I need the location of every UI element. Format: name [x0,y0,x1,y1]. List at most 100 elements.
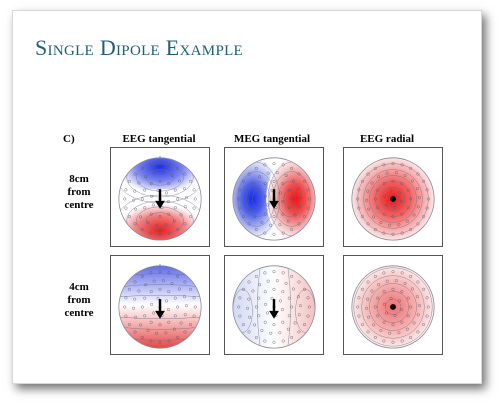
electrode-marker [376,314,380,318]
electrode-marker [306,188,310,192]
map-meg-tangential-8cm [224,147,324,247]
electrode-marker [415,187,419,191]
electrode-marker [366,222,370,226]
electrode-marker [391,270,395,274]
electrode-marker [149,290,153,294]
electrode-marker [263,182,267,186]
electrode-marker [397,223,401,227]
electrode-marker [297,222,301,226]
electrode-marker [158,270,162,274]
electrode-marker [416,313,420,317]
electrode-marker [247,172,251,176]
electrode-marker [280,308,284,312]
electrode-marker [146,221,150,224]
electrode-marker [152,203,156,207]
electrode-marker [139,323,143,327]
electrode-marker [400,320,404,324]
electrode-marker [297,172,301,176]
electrode-marker [177,179,181,183]
electrode-marker [422,287,426,291]
electrode-marker [133,172,137,176]
electrode-marker [152,171,156,175]
electrode-marker [425,314,429,318]
electrode-marker [127,215,131,219]
electrode-marker [266,171,270,175]
electrode-marker [272,323,276,327]
electrode-marker [389,296,393,300]
electrode-markers [123,270,197,344]
electrode-marker [425,188,429,192]
electrode-marker [134,207,138,211]
electrode-marker [284,281,288,285]
electrode-marker [416,330,420,334]
electrode-marker [417,196,421,200]
electrode-marker [281,182,285,186]
electrode-marker [248,207,252,211]
electrode-marker [177,287,181,291]
electrode-marker [140,197,144,201]
column-header-eeg-tangential: EEG tangential [122,133,196,145]
electrode-marker [382,320,386,324]
slide-title: Single Dipole Example [35,35,244,60]
electrode-marker [406,314,410,318]
electrode-marker [366,189,370,193]
electrode-marker [176,228,180,231]
electrode-marker [376,206,380,210]
electrode-marker [272,287,276,291]
electrode-marker [391,179,395,183]
column-header-eeg-radial: EEG radial [359,133,415,145]
electrode-markers [237,162,311,236]
electrode-marker [303,215,307,219]
electrode-marker [416,280,420,284]
electrode-marker [405,219,409,223]
electrode-marker [409,228,413,231]
electrode-marker [152,279,156,283]
electrode-marker [133,330,137,334]
electrode-marker [373,336,377,339]
electrode-marker [272,215,276,219]
electrode-marker [167,182,171,186]
electrode-marker [400,271,404,275]
electrode-marker [382,231,386,235]
electrode-marker [167,290,171,294]
electrode-marker [247,330,251,334]
electrode-marker [127,179,131,183]
electrode-marker [144,175,148,179]
electrode-marker [258,175,262,179]
electrode-marker [133,280,137,284]
electrode-marker [170,281,174,285]
row-label-8cm: 8cm from centre [64,173,94,211]
electrode-marker [272,162,276,166]
electrode-marker [377,175,381,179]
electrode-marker [379,329,383,332]
electrode-marker [403,281,407,285]
electrode-marker [426,197,430,201]
electrode-marker [247,189,251,193]
electrode-marker [253,215,257,219]
electrode-marker [376,188,380,192]
electrode-marker [391,287,395,291]
electrode-marker [281,163,285,167]
electrode-marker [143,314,147,318]
electrode-marker [290,166,294,170]
electrode-marker [373,274,377,278]
electrode-marker [257,206,261,210]
electrode-marker [158,323,162,327]
electrode-marker [281,290,285,294]
electrode-marker [149,182,153,186]
electrode-marker [192,314,196,318]
electrode-marker [167,339,171,343]
electrode-marker [123,197,127,201]
electrode-marker [406,188,410,192]
electrode-marker [149,212,153,216]
electrode-marker [143,188,147,192]
electrode-marker [247,297,251,301]
electrode-marker [140,336,144,339]
electrode-marker [182,295,186,299]
electrode-marker [416,172,420,176]
electrode-marker [263,231,267,235]
electrode-marker [391,162,395,166]
electrode-marker [176,197,180,201]
electrode-marker [405,327,409,331]
electrode-marker [382,271,386,275]
